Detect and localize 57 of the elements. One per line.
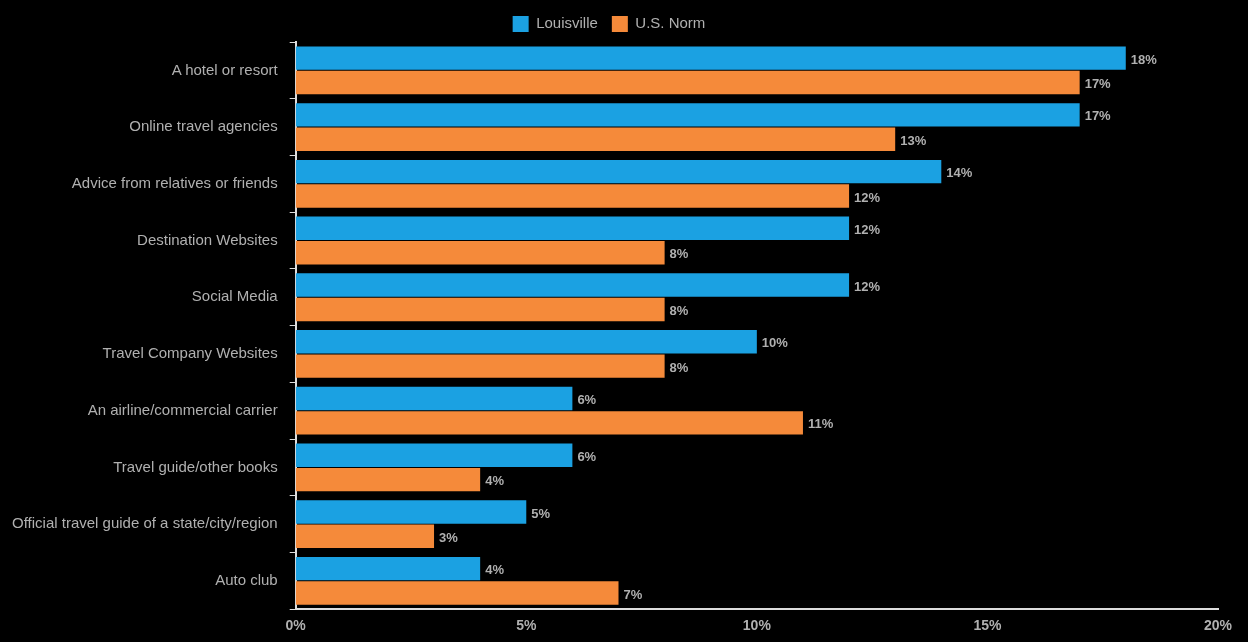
x-tick-label: 20% xyxy=(1203,617,1233,634)
bar xyxy=(295,524,435,549)
y-tick-label: Travel Company Websites xyxy=(102,344,278,362)
data-label: 12% xyxy=(854,278,881,294)
data-label: 18% xyxy=(1130,51,1158,67)
bar xyxy=(295,297,665,322)
bar xyxy=(295,216,850,241)
y-tick-label: Social Media xyxy=(191,287,279,305)
bar xyxy=(295,467,481,492)
bar xyxy=(295,500,527,524)
bar xyxy=(295,556,481,581)
y-tick-label: Official travel guide of a state/city/region xyxy=(11,514,278,532)
legend-label: Louisville xyxy=(536,14,598,32)
data-label: 6% xyxy=(577,392,597,408)
y-tick-label: Advice from relatives or friends xyxy=(71,173,278,191)
data-label: 4% xyxy=(485,473,505,489)
data-label: 17% xyxy=(1084,108,1112,124)
data-label: 8% xyxy=(669,359,689,375)
bar xyxy=(295,273,850,297)
data-label: 12% xyxy=(854,221,881,237)
bar xyxy=(295,159,942,184)
y-tick-label: An airline/commercial carrier xyxy=(87,400,278,418)
data-label: 7% xyxy=(623,586,643,602)
data-label: 5% xyxy=(531,505,551,521)
y-tick-label: Destination Websites xyxy=(137,230,278,248)
bar xyxy=(295,386,573,411)
bar xyxy=(295,354,665,378)
data-label: 8% xyxy=(669,303,689,319)
bar xyxy=(295,241,665,265)
bar xyxy=(295,443,573,467)
y-tick-label: A hotel or resort xyxy=(171,60,279,78)
data-label: 11% xyxy=(807,416,834,432)
y-tick-label: Online travel agencies xyxy=(129,117,278,135)
data-label: 12% xyxy=(854,189,881,205)
data-label: 4% xyxy=(485,562,505,578)
data-label: 13% xyxy=(900,132,927,148)
bar xyxy=(295,184,850,208)
data-label: 14% xyxy=(946,165,973,181)
data-label: 3% xyxy=(439,529,459,545)
legend-label: U.S. Norm xyxy=(635,14,706,32)
y-tick-label: Auto club xyxy=(215,570,278,588)
data-label: 10% xyxy=(761,335,789,351)
bar xyxy=(295,127,896,151)
bar xyxy=(295,103,1080,127)
bar xyxy=(295,330,757,354)
y-tick-label: Travel guide/other books xyxy=(113,457,278,475)
bar xyxy=(295,411,803,435)
bar xyxy=(295,46,1126,70)
x-tick-label: 15% xyxy=(973,617,1002,634)
x-tick-label: 5% xyxy=(516,617,537,634)
bar xyxy=(295,581,619,605)
bar xyxy=(295,70,1080,95)
data-label: 6% xyxy=(577,448,597,464)
x-tick-label: 0% xyxy=(285,617,307,634)
data-label: 8% xyxy=(669,246,689,262)
x-tick-label: 10% xyxy=(742,617,772,634)
data-label: 17% xyxy=(1084,76,1112,92)
